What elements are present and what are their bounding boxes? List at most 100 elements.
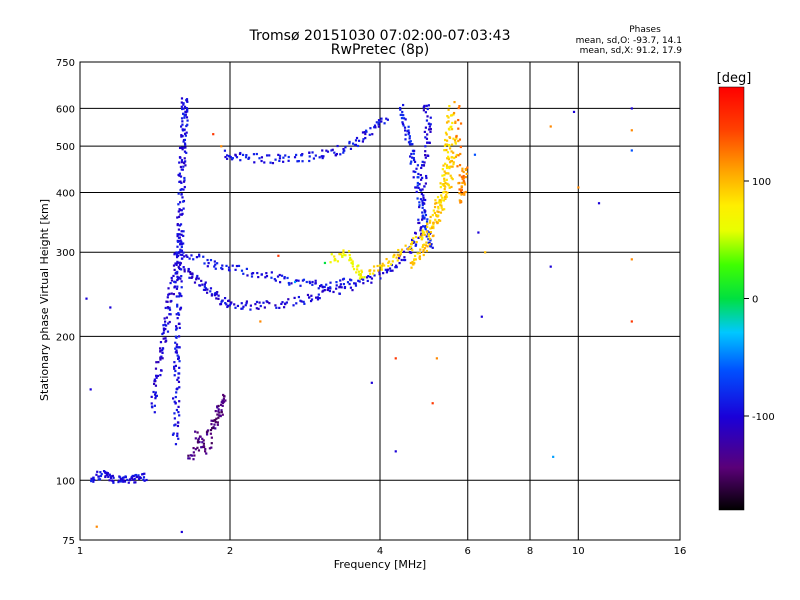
data-point [278,157,282,160]
data-point [317,293,320,296]
data-point [204,288,207,292]
data-point [187,457,190,460]
data-point [132,474,135,478]
data-point [339,279,342,282]
data-point [423,247,427,250]
data-point [178,263,182,266]
data-point [424,153,427,157]
data-point [299,284,302,287]
data-point [414,244,417,247]
data-point [220,266,223,270]
data-point [181,148,184,151]
data-point [90,479,93,483]
data-point [223,149,227,152]
data-point [449,174,452,177]
data-point [182,165,185,168]
data-point [182,200,185,203]
data-point [403,126,407,129]
y-axis-label: Stationary phase Virtual Height [km] [38,199,51,401]
chart-title: Tromsø 20151030 07:02:00-07:03:43 [249,28,511,44]
data-point [373,274,376,277]
data-point [173,365,176,368]
data-point [395,256,398,259]
data-point [218,411,221,414]
data-point [274,304,277,307]
data-point [277,254,280,257]
data-point [132,478,135,481]
data-point [179,306,183,309]
data-point [177,312,180,315]
data-point [429,215,432,219]
data-point [321,149,324,152]
data-point [460,175,463,178]
data-point [190,276,193,279]
data-point [432,226,435,230]
data-point [451,178,454,181]
data-point [165,324,168,327]
data-point [297,159,300,163]
data-point [411,143,414,146]
data-point [421,211,424,214]
data-point [214,409,217,413]
data-point [176,303,179,306]
data-point [450,185,453,189]
data-point [422,250,425,253]
data-point [453,100,456,104]
data-point [210,419,213,422]
data-point [177,411,180,414]
data-point [264,276,267,279]
data-point [158,347,162,350]
data-point [423,233,427,236]
data-point [98,478,102,481]
data-point [247,157,250,160]
data-point [185,116,189,119]
data-point [294,279,298,282]
data-point [432,209,435,212]
data-point [408,135,411,138]
data-point [176,305,179,308]
data-point [425,235,428,238]
data-point [473,153,477,156]
data-point [351,289,354,292]
data-point [369,275,372,279]
data-point [462,174,465,178]
data-point [179,250,182,253]
data-point [176,233,179,236]
data-point [177,357,180,360]
data-point [174,395,177,399]
data-point [452,113,455,116]
data-point [417,172,420,176]
data-point [201,445,204,449]
data-point [411,248,414,252]
data-point [422,164,425,167]
data-point [446,191,449,194]
data-point [398,261,401,265]
data-point [213,294,217,297]
data-point [217,408,220,411]
data-point [99,474,103,478]
data-point [428,232,431,235]
data-point [270,276,273,279]
data-point [464,190,467,194]
data-point [155,374,158,377]
data-point [426,107,429,111]
data-point [91,478,94,481]
data-point [263,306,266,309]
data-point [297,279,300,282]
data-point [321,156,324,160]
data-point [379,277,382,280]
data-point [349,286,353,289]
data-point [445,166,449,170]
data-point [250,275,254,278]
data-point [216,421,219,424]
data-point [188,276,191,279]
data-point [422,214,425,217]
data-point [187,267,190,271]
data-point [177,265,180,268]
data-point [332,290,335,294]
data-point [182,266,185,269]
data-point [235,264,239,268]
data-point [441,168,444,171]
data-point [419,227,422,230]
data-point [177,203,180,206]
